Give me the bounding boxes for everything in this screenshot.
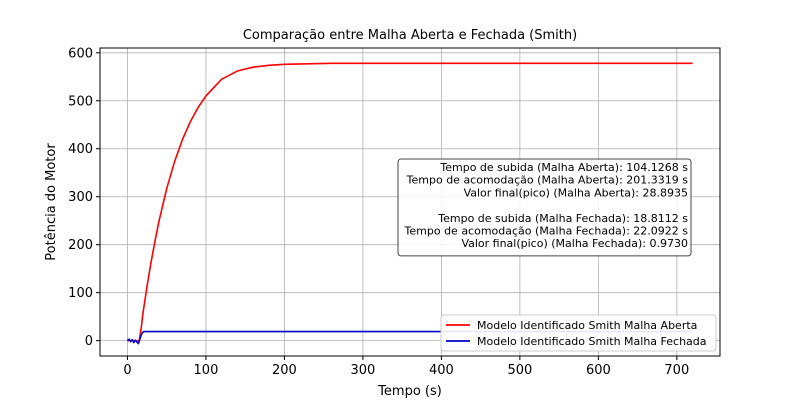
x-tick-label: 600: [586, 363, 611, 378]
y-tick-label: 100: [68, 286, 93, 301]
y-tick-label: 300: [68, 190, 93, 205]
y-axis-label: Potência do Motor: [44, 143, 59, 261]
legend-background: [440, 314, 717, 352]
series-layer: [126, 62, 693, 345]
x-tick-label: 500: [507, 363, 532, 378]
y-tick-label: 400: [68, 142, 93, 157]
annotation-line: Valor final(pico) (Malha Aberta): 28.893…: [464, 186, 688, 199]
x-tick-label: 700: [664, 363, 689, 378]
x-tick-label: 100: [194, 363, 219, 378]
annotation-line: Tempo de acomodação (Malha Fechada): 22.…: [404, 225, 689, 238]
x-axis: 0 100 200 300 400 500 600 700: [123, 356, 689, 378]
chart-title: Comparação entre Malha Aberta e Fechada …: [243, 28, 577, 43]
x-axis-label: Tempo (s): [377, 384, 442, 399]
series-line-open-loop: [127, 62, 693, 342]
y-tick-label: 500: [68, 94, 93, 109]
plot-frame: [99, 47, 721, 357]
y-tick-label: 600: [68, 46, 93, 61]
y-tick-label: 0: [85, 334, 93, 349]
y-axis: 0 100 200 300 400 500 600: [68, 46, 100, 349]
x-tick-label: 0: [123, 363, 131, 378]
y-tick-label: 200: [68, 238, 93, 253]
x-tick-label: 200: [272, 363, 297, 378]
annotation-line: Tempo de subida (Malha Aberta): 104.1268…: [439, 161, 688, 174]
annotation-background: [397, 158, 692, 257]
legend-label: Modelo Identificado Smith Malha Aberta: [477, 319, 697, 332]
annotation-line: Valor final(pico) (Malha Fechada): 0.973…: [461, 237, 688, 250]
x-tick-label: 300: [350, 363, 375, 378]
x-tick-label: 400: [429, 363, 454, 378]
legend-label: Modelo Identificado Smith Malha Fechada: [477, 335, 707, 348]
legend: Modelo Identificado Smith Malha Aberta Mo…: [440, 314, 717, 352]
metrics-annotation: Tempo de subida (Malha Aberta): 104.1268…: [397, 158, 692, 257]
annotation-line: Tempo de subida (Malha Fechada): 18.8112…: [437, 212, 688, 225]
annotation-line: Tempo de acomodação (Malha Aberta): 201.…: [406, 174, 689, 187]
series-line-closed-loop: [126, 330, 693, 345]
